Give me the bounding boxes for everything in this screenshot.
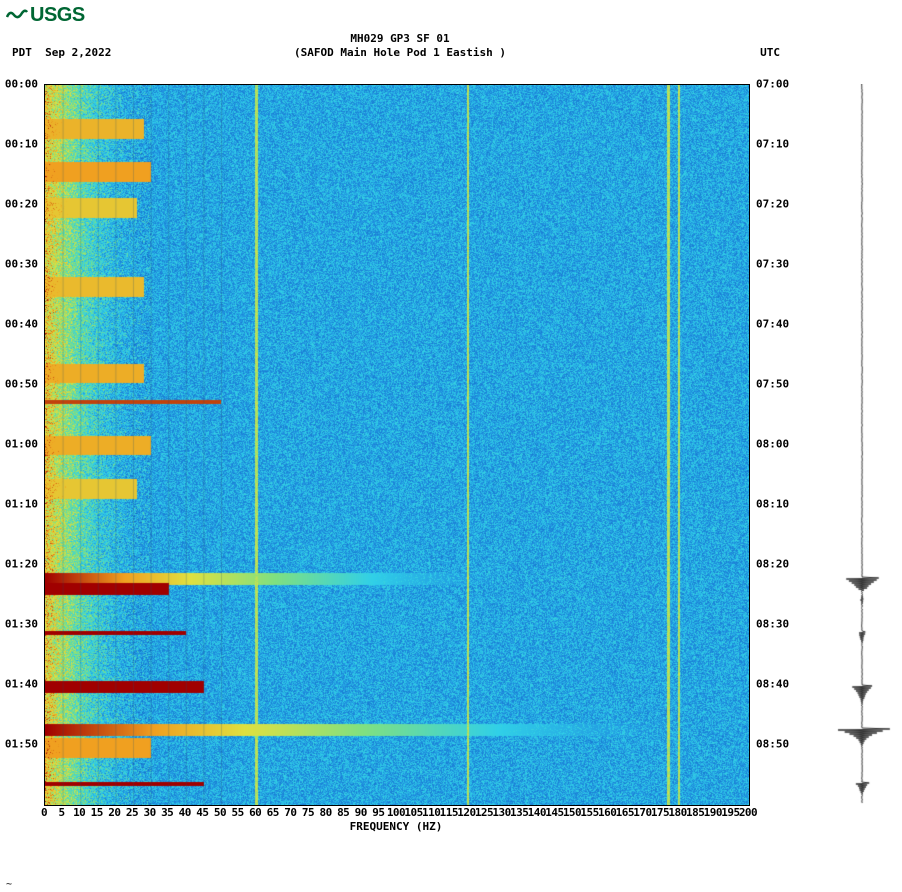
x-tick: 185	[686, 806, 704, 819]
x-tick: 65	[267, 806, 279, 819]
y-left-tick: 01:20	[5, 558, 38, 571]
x-tick: 50	[214, 806, 226, 819]
y-right-tick: 08:40	[756, 677, 789, 690]
x-tick: 190	[704, 806, 722, 819]
x-tick: 130	[492, 806, 510, 819]
y-left-tick: 01:30	[5, 618, 38, 631]
x-tick: 110	[422, 806, 440, 819]
y-right-tick: 07:40	[756, 317, 789, 330]
x-tick: 120	[457, 806, 475, 819]
usgs-text: USGS	[30, 4, 85, 26]
spectrogram-canvas	[45, 85, 749, 805]
x-tick: 160	[598, 806, 616, 819]
x-tick: 125	[475, 806, 493, 819]
x-tick: 20	[108, 806, 120, 819]
y-left-tick: 00:20	[5, 198, 38, 211]
y-left-tick: 00:40	[5, 317, 38, 330]
x-tick: 145	[545, 806, 563, 819]
y-left-tick: 00:50	[5, 378, 38, 391]
x-tick: 30	[143, 806, 155, 819]
x-tick: 165	[616, 806, 634, 819]
seismogram-trace	[830, 84, 895, 804]
y-right-tick: 08:10	[756, 497, 789, 510]
x-tick: 35	[161, 806, 173, 819]
x-tick: 200	[739, 806, 757, 819]
x-tick: 175	[651, 806, 669, 819]
x-tick: 70	[284, 806, 296, 819]
x-tick: 25	[126, 806, 138, 819]
x-tick: 40	[179, 806, 191, 819]
x-tick: 105	[404, 806, 422, 819]
y-left-tick: 00:00	[5, 78, 38, 91]
x-tick: 195	[721, 806, 739, 819]
seismogram-canvas	[830, 84, 895, 804]
x-tick: 45	[196, 806, 208, 819]
y-right-tick: 07:50	[756, 378, 789, 391]
x-tick: 115	[440, 806, 458, 819]
usgs-logo: USGS	[6, 4, 85, 27]
x-tick: 150	[563, 806, 581, 819]
y-right-tick: 08:00	[756, 438, 789, 451]
x-tick: 15	[91, 806, 103, 819]
y-right-tick: 08:50	[756, 738, 789, 751]
x-tick: 0	[41, 806, 47, 819]
x-axis-label: FREQUENCY (HZ)	[44, 820, 748, 833]
y-right-tick: 07:30	[756, 258, 789, 271]
x-tick: 90	[355, 806, 367, 819]
x-tick: 180	[668, 806, 686, 819]
y-right-tick: 07:20	[756, 198, 789, 211]
y-left-tick: 00:10	[5, 137, 38, 150]
y-axis-left: 00:0000:1000:2000:3000:4000:5001:0001:10…	[0, 84, 42, 804]
y-right-tick: 08:30	[756, 618, 789, 631]
y-right-tick: 08:20	[756, 558, 789, 571]
y-left-tick: 01:40	[5, 677, 38, 690]
x-tick: 100	[387, 806, 405, 819]
x-tick: 10	[73, 806, 85, 819]
x-tick: 80	[319, 806, 331, 819]
usgs-wave-icon	[6, 4, 28, 27]
right-tz: UTC	[760, 46, 780, 59]
x-tick: 85	[337, 806, 349, 819]
y-left-tick: 01:10	[5, 497, 38, 510]
x-tick: 140	[528, 806, 546, 819]
x-tick: 155	[580, 806, 598, 819]
chart-title-2: (SAFOD Main Hole Pod 1 Eastish )	[0, 46, 800, 59]
x-tick: 75	[302, 806, 314, 819]
y-left-tick: 00:30	[5, 258, 38, 271]
footer-mark: ~	[6, 879, 12, 890]
y-left-tick: 01:50	[5, 738, 38, 751]
x-tick: 5	[59, 806, 65, 819]
chart-title-1: MH029 GP3 SF 01	[0, 32, 800, 45]
x-tick: 135	[510, 806, 528, 819]
x-tick: 55	[231, 806, 243, 819]
y-right-tick: 07:00	[756, 78, 789, 91]
y-axis-right: 07:0007:1007:2007:3007:4007:5008:0008:10…	[752, 84, 812, 804]
x-axis-ticks: 0510152025303540455055606570758085909510…	[44, 806, 748, 820]
spectrogram-plot	[44, 84, 750, 806]
x-tick: 95	[372, 806, 384, 819]
y-right-tick: 07:10	[756, 137, 789, 150]
x-tick: 60	[249, 806, 261, 819]
y-left-tick: 01:00	[5, 438, 38, 451]
x-tick: 170	[633, 806, 651, 819]
